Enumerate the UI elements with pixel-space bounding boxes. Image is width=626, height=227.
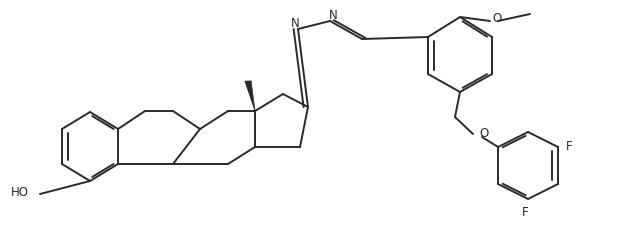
Text: N: N [290,17,299,30]
Text: O: O [492,12,501,25]
Text: HO: HO [11,186,29,199]
Text: O: O [480,126,488,139]
Text: N: N [329,9,337,22]
Polygon shape [245,81,255,111]
Text: F: F [521,205,528,218]
Text: F: F [565,140,572,153]
